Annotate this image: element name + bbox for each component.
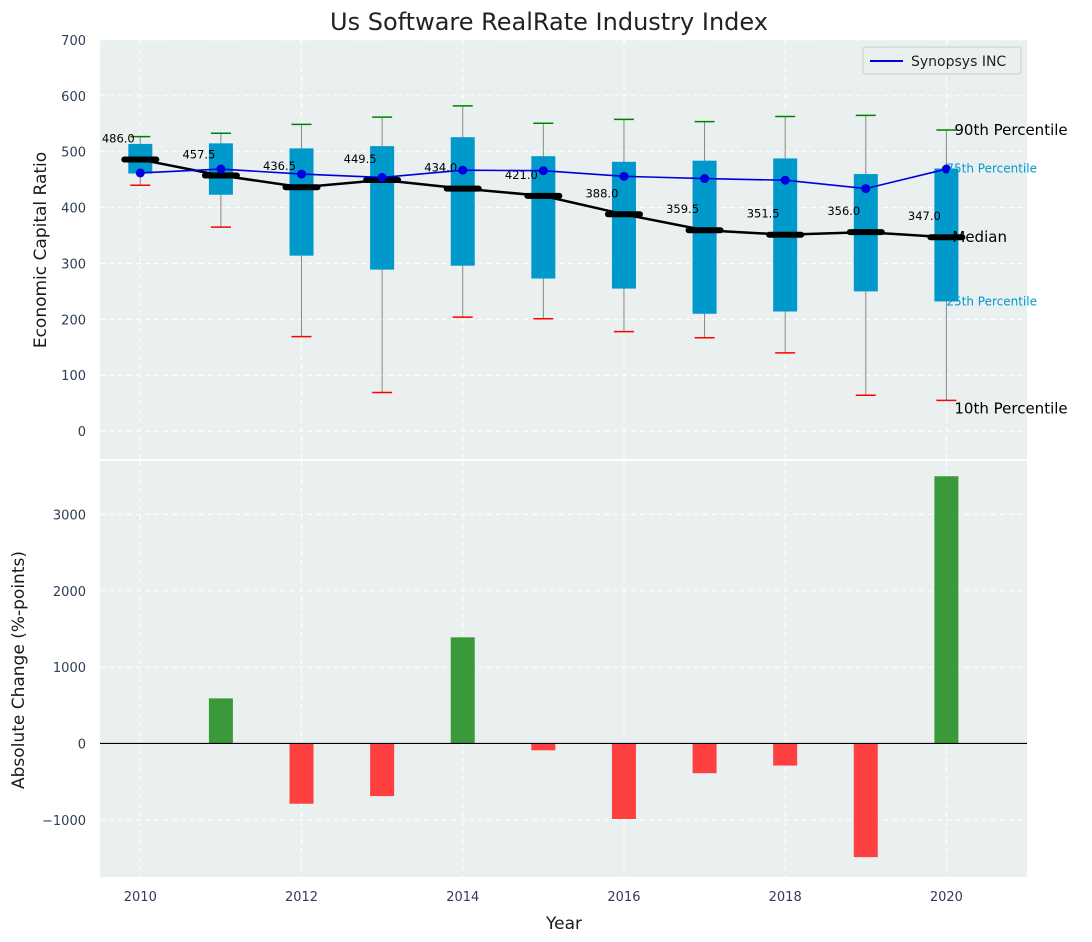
change-bar [450, 637, 475, 744]
change-bar [934, 476, 959, 744]
y-tick-label: 500 [61, 146, 86, 161]
label-median: Median [952, 228, 1007, 246]
change-bar [531, 743, 556, 751]
label-75th-percentile: 75th Percentile [946, 161, 1037, 175]
legend: Synopsys INC [862, 46, 1022, 75]
median-value-label: 356.0 [827, 204, 860, 218]
company-point [619, 171, 629, 181]
y-tick-label: 600 [61, 90, 86, 105]
top-panel-background [100, 40, 1027, 459]
x-tick-label: 2018 [769, 890, 802, 905]
median-value-label: 359.5 [666, 202, 699, 216]
company-point [941, 164, 951, 174]
company-point [780, 175, 790, 185]
y-axis-label-top: Economic Capital Ratio [31, 152, 51, 348]
chart-title: Us Software RealRate Industry Index [330, 8, 768, 36]
company-point [700, 174, 710, 184]
iqr-box [450, 137, 475, 266]
label-10th-percentile: 10th Percentile [954, 399, 1067, 417]
iqr-box [531, 156, 556, 279]
change-bar [692, 743, 717, 774]
company-point [216, 164, 226, 174]
iqr-box [611, 161, 636, 289]
y-tick-label: 100 [61, 369, 86, 384]
x-tick-label: 2014 [446, 890, 479, 905]
legend-box [862, 46, 1022, 75]
y-tick-label: 0 [78, 737, 86, 752]
change-bar [773, 743, 798, 766]
y-axis-label-bottom: Absolute Change (%-points) [9, 551, 29, 789]
y-tick-label: 1000 [53, 661, 86, 676]
y-tick-label: 700 [61, 34, 86, 49]
median-value-label: 486.0 [102, 132, 135, 146]
median-value-label: 449.5 [344, 152, 377, 166]
median-value-label: 347.0 [908, 209, 941, 223]
company-point [538, 166, 548, 176]
bottom-panel-background [100, 461, 1027, 877]
x-axis-label: Year [545, 914, 582, 934]
bottom-panel: −1000 0 1000 2000 3000 2010 2012 2014 2016 2018 20… [42, 461, 1027, 905]
y-tick-label: 300 [61, 257, 86, 272]
company-point [861, 184, 871, 194]
y-tick-label: 200 [61, 313, 86, 328]
x-tick-label: 2020 [930, 890, 963, 905]
y-tick-label: 0 [78, 425, 86, 440]
change-bar [611, 743, 636, 819]
legend-label: Synopsys INC [911, 54, 1006, 70]
iqr-box [692, 160, 717, 314]
change-bar [370, 743, 395, 797]
median-value-label: 388.0 [585, 186, 618, 200]
median-value-label: 436.5 [263, 159, 296, 173]
y-tick-label: 3000 [53, 508, 86, 523]
x-tick-label: 2016 [607, 890, 640, 905]
company-point [458, 165, 468, 175]
company-point [377, 172, 387, 182]
change-bar [289, 743, 314, 804]
y-tick-label: 2000 [53, 585, 86, 600]
x-tick-label: 2012 [285, 890, 318, 905]
iqr-box [289, 148, 314, 256]
top-panel: 0 100 200 300 400 500 600 700 486.0 457.5 436.5 449… [61, 34, 1068, 459]
median-value-label: 351.5 [747, 207, 780, 221]
company-point [135, 168, 145, 178]
median-value-label: 457.5 [182, 147, 215, 161]
iqr-box [370, 146, 395, 270]
change-bar [208, 698, 233, 744]
x-tick-label: 2010 [124, 890, 157, 905]
company-point [297, 169, 307, 179]
label-90th-percentile: 90th Percentile [954, 121, 1067, 139]
y-tick-label: −1000 [42, 814, 86, 829]
y-tick-label: 400 [61, 202, 86, 217]
label-25th-percentile: 25th Percentile [946, 294, 1037, 308]
change-bar [853, 743, 878, 858]
